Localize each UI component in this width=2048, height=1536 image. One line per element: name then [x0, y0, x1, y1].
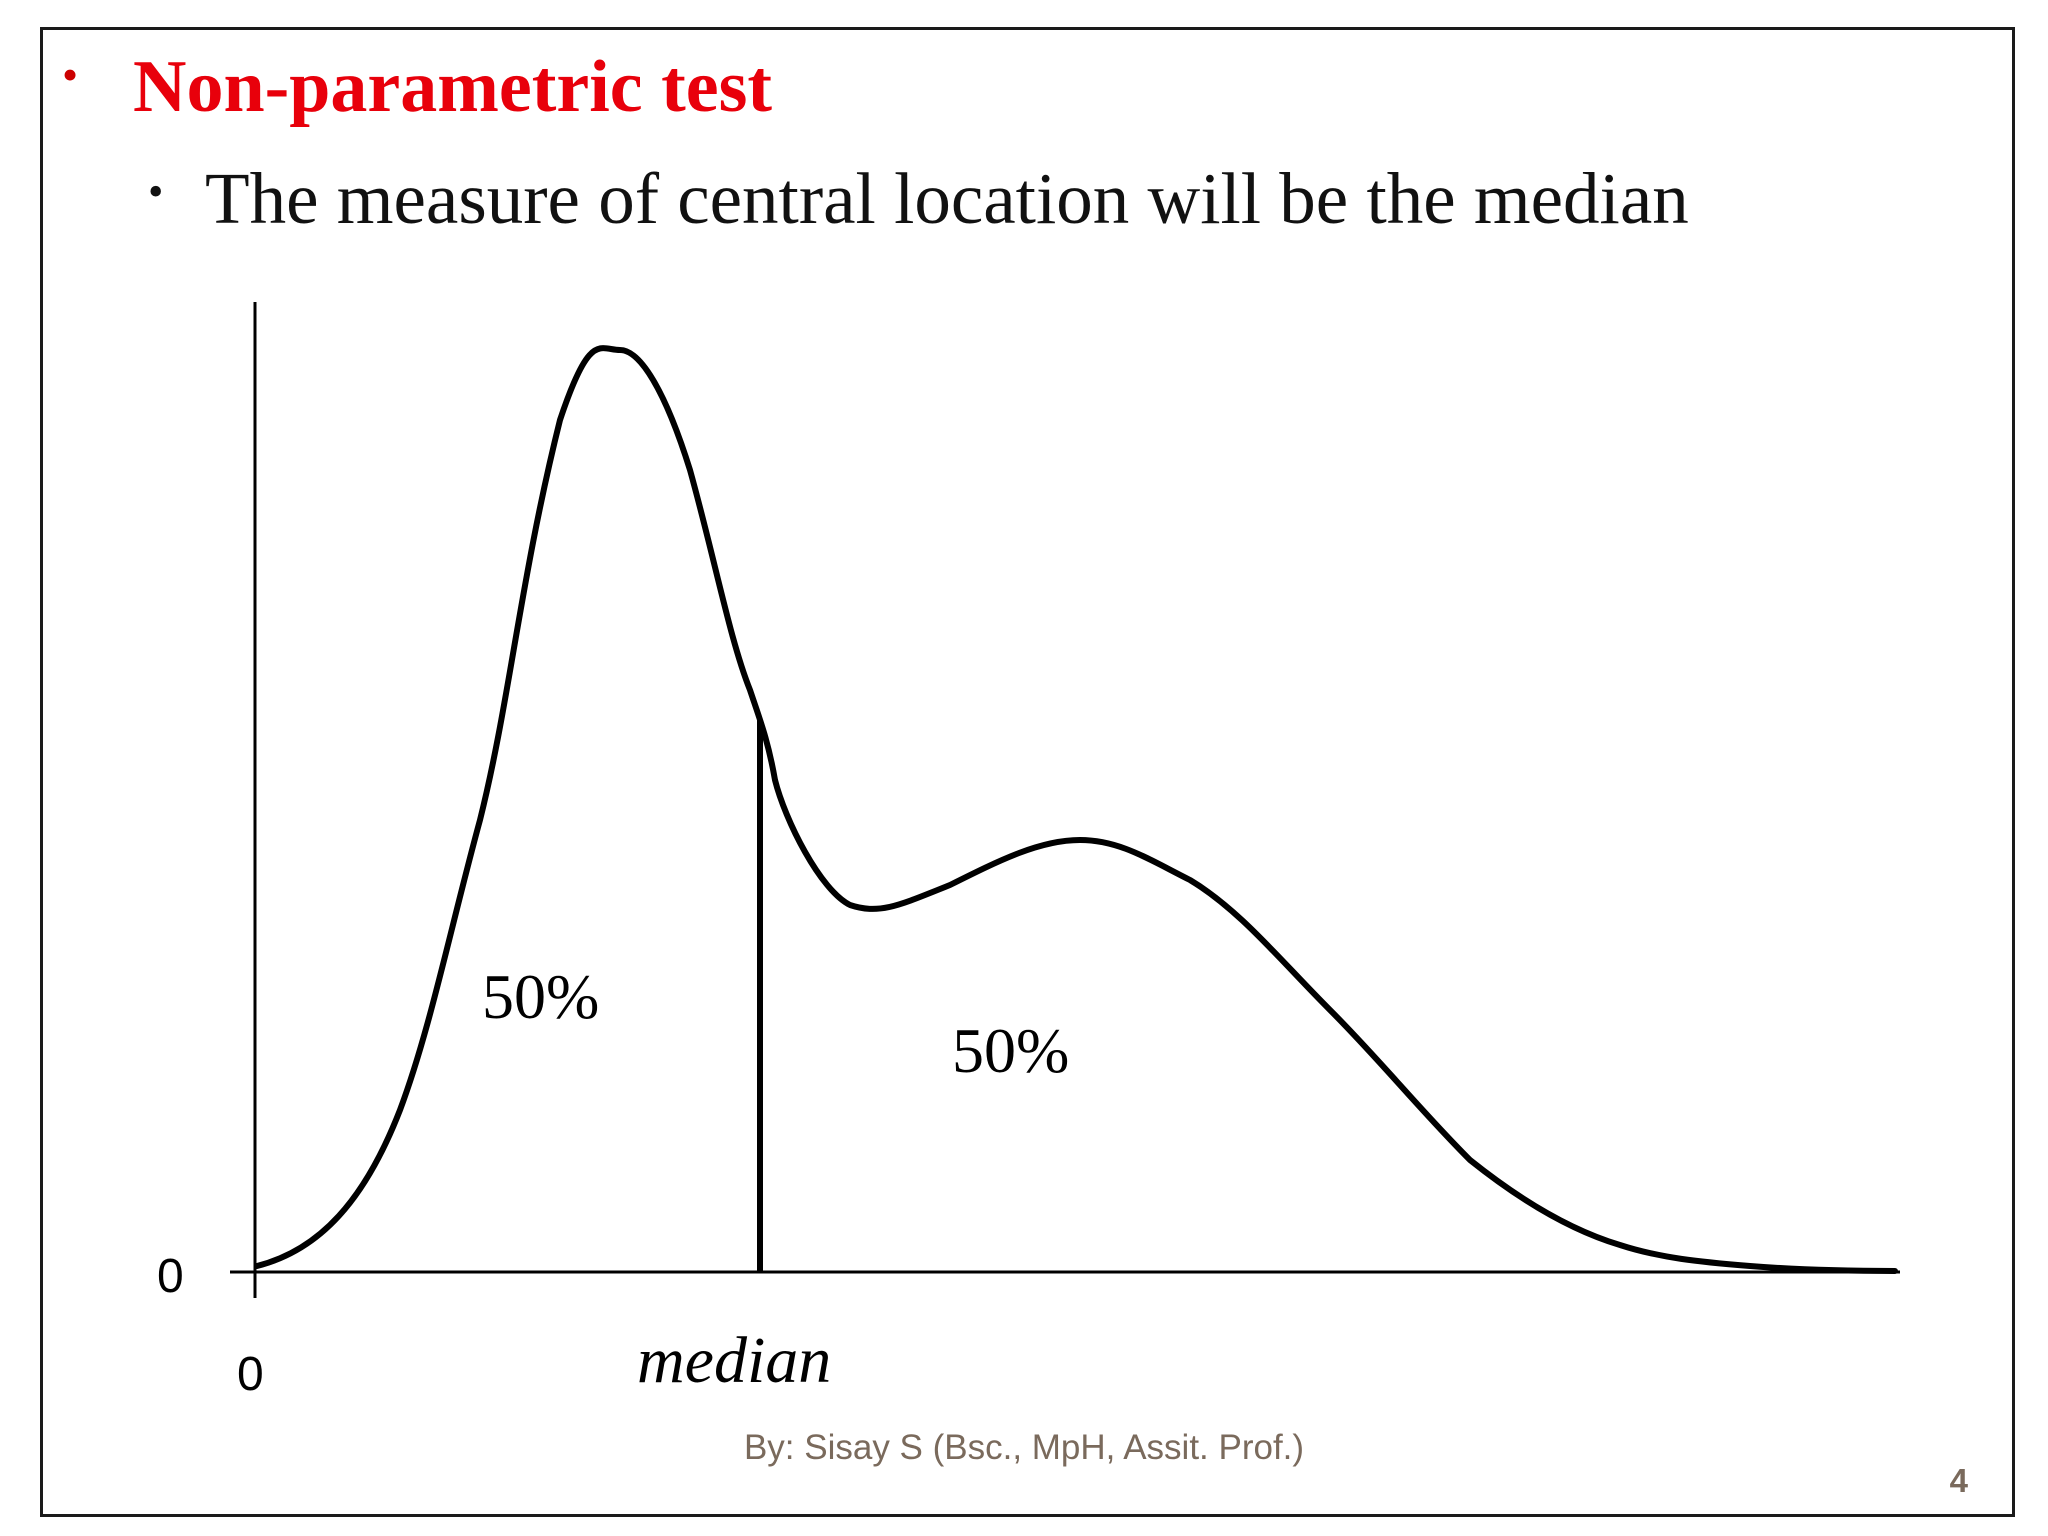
- left-area-label: 50%: [482, 961, 599, 1032]
- page-number: 4: [1949, 1462, 1968, 1499]
- density-curve: [254, 345, 1898, 1274]
- x-zero-label: 0: [237, 1348, 264, 1401]
- median-label: median: [637, 1324, 831, 1397]
- slide-frame: [40, 27, 2015, 1517]
- y-zero-label: 0: [157, 1250, 184, 1303]
- heading-bullet: •: [62, 49, 79, 100]
- subpoint-bullet: •: [148, 167, 164, 216]
- slide-heading: Non-parametric test: [133, 46, 773, 128]
- slide-footer: By: Sisay S (Bsc., MpH, Assit. Prof.): [743, 1428, 1305, 1467]
- subpoint-text: The measure of central location will be …: [205, 158, 1689, 239]
- right-area-label: 50%: [952, 1015, 1069, 1086]
